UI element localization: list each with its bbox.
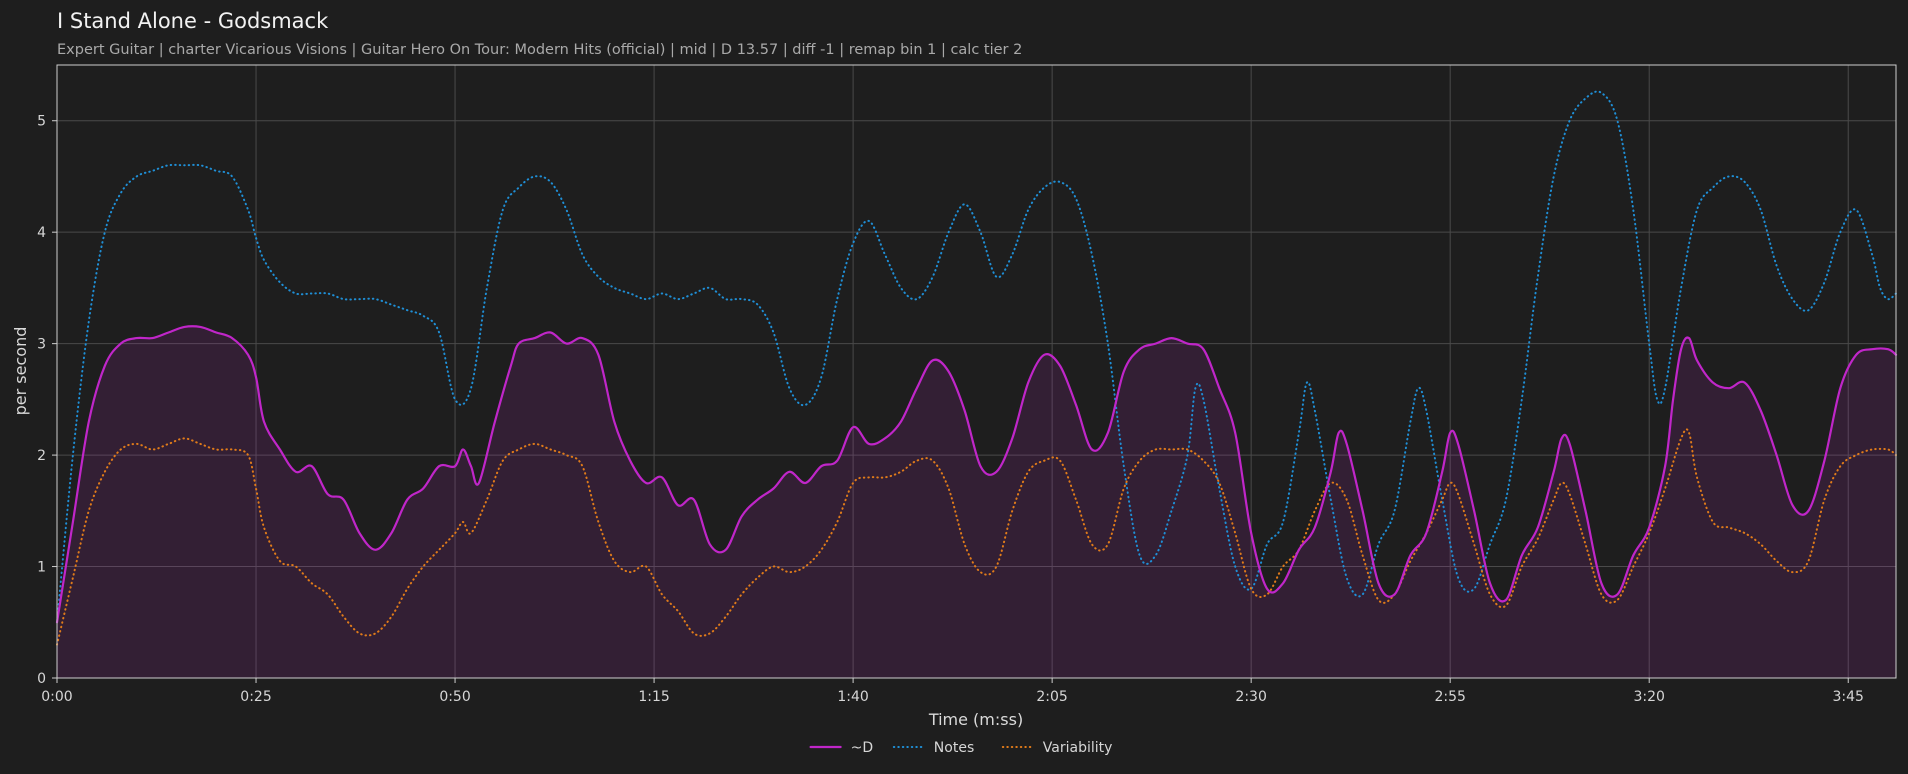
- legend-label-variability: Variability: [1043, 740, 1113, 756]
- x-tick-label: 0:50: [439, 689, 470, 705]
- x-tick-label: 1:40: [837, 689, 868, 705]
- x-tick-label: 0:25: [240, 689, 271, 705]
- chart-subtitle: Expert Guitar | charter Vicarious Vision…: [57, 42, 1022, 58]
- y-tick-label: 3: [37, 337, 46, 353]
- x-tick-label: 2:30: [1235, 689, 1266, 705]
- y-axis-ticks: 0 1 2 3 4 5: [37, 114, 57, 687]
- chart-title: I Stand Alone - Godsmack: [57, 9, 329, 33]
- y-axis-label: per second: [11, 327, 30, 416]
- y-tick-label: 0: [37, 671, 46, 687]
- legend-label-notes: Notes: [934, 740, 974, 756]
- x-tick-label: 3:20: [1633, 689, 1664, 705]
- series-d-line: [55, 325, 1898, 624]
- x-axis-ticks: 0:00 0:25 0:50 1:15 1:40 2:05 2:30 2:55 3:20 3:45: [41, 678, 1864, 705]
- x-tick-label: 0:00: [41, 689, 72, 705]
- legend: ~D Notes Variability: [809, 740, 1113, 756]
- x-tick-label: 2:55: [1434, 689, 1465, 705]
- x-tick-label: 2:05: [1036, 689, 1067, 705]
- x-tick-label: 3:45: [1833, 689, 1864, 705]
- y-tick-label: 5: [37, 114, 46, 130]
- x-axis-label: Time (m:ss): [928, 710, 1023, 729]
- y-tick-label: 2: [37, 448, 46, 464]
- y-tick-label: 1: [37, 560, 46, 576]
- series-variability-line: [56, 428, 1897, 646]
- y-tick-label: 4: [37, 225, 46, 241]
- x-tick-label: 1:15: [638, 689, 669, 705]
- plot-border: [56, 64, 1897, 679]
- plot-area: [55, 90, 1898, 678]
- series-d-area: [57, 326, 1896, 678]
- legend-label-d: ~D: [851, 740, 874, 756]
